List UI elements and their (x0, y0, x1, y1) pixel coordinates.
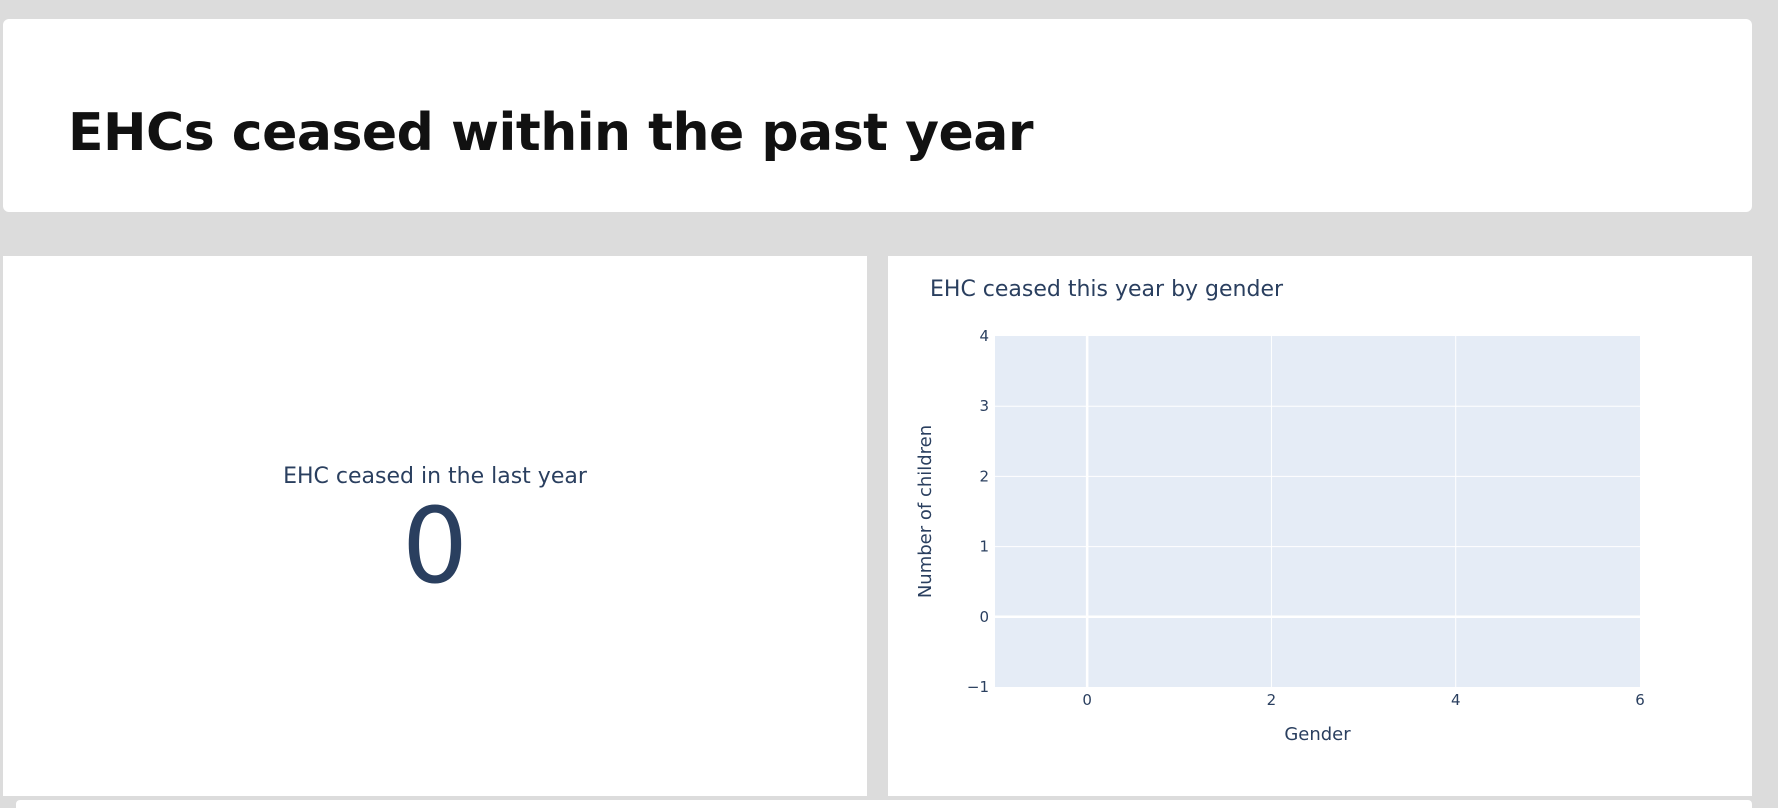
chart-title: EHC ceased this year by gender (930, 277, 1284, 302)
plot-area[interactable] (995, 336, 1640, 687)
grid-layer (995, 336, 1640, 687)
next-card-edge (16, 800, 1752, 808)
x-tick-label: 2 (1267, 691, 1277, 709)
y-tick-label: 4 (979, 327, 989, 345)
y-tick-label: −1 (967, 678, 989, 696)
y-axis-title: Number of children (915, 425, 936, 598)
kpi-card: EHC ceased in the last year 0 (3, 256, 867, 796)
y-tick-label: 2 (979, 467, 989, 485)
kpi-label: EHC ceased in the last year (283, 464, 587, 489)
x-tick-label: 4 (1451, 691, 1461, 709)
gender-chart: EHC ceased this year by gender −1 0 1 2 3 4 0 2… (915, 277, 1645, 745)
y-tick-label: 0 (979, 608, 989, 626)
x-axis-title: Gender (1284, 724, 1351, 745)
page-title: EHCs ceased within the past year (68, 103, 1034, 163)
y-tick-label: 3 (979, 397, 989, 415)
x-tick-label: 6 (1635, 691, 1645, 709)
x-tick-label: 0 (1082, 691, 1092, 709)
chart-card: EHC ceased this year by gender −1 0 1 2 3 4 0 2… (888, 256, 1752, 796)
tick-layer: −1 0 1 2 3 4 0 2 4 6 (967, 327, 1645, 709)
kpi-value: 0 (401, 485, 469, 607)
y-tick-label: 1 (979, 538, 989, 556)
header-card: EHCs ceased within the past year (3, 19, 1752, 212)
